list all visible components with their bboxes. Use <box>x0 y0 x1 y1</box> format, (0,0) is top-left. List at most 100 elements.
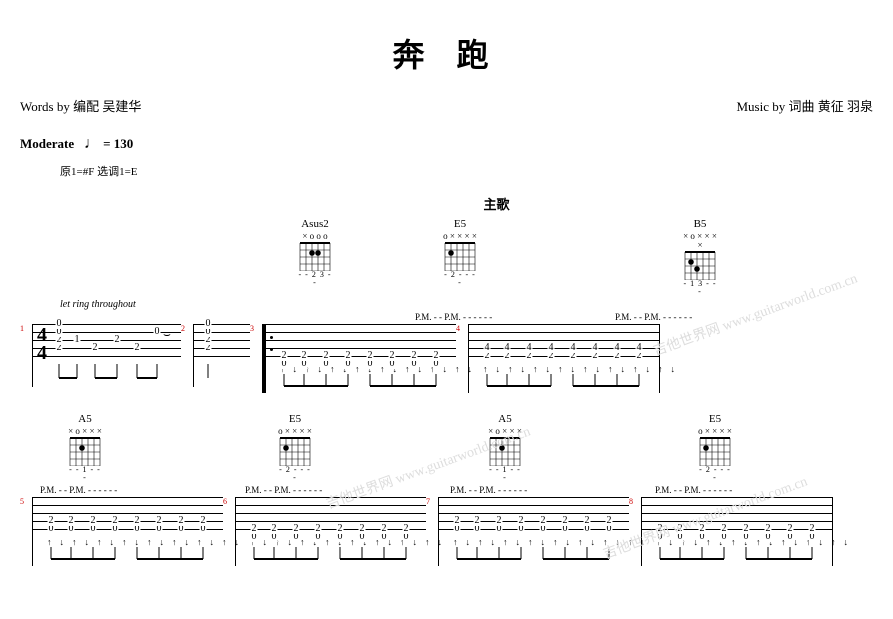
fret-number: 2 <box>315 524 322 534</box>
chord-b5: B5 × o × × × × - 1 3 - - - <box>665 218 735 297</box>
fret-number: 2 <box>90 516 97 526</box>
chord-e5: E5 o × × × × - 2 - - - - <box>260 413 330 483</box>
fret-number: 2 <box>200 516 207 526</box>
chord-e5: E5 o × × × × - 2 - - - - <box>680 413 750 483</box>
bar-number: 6 <box>223 497 235 506</box>
fret-number: 2 <box>403 524 410 534</box>
pm-text: P.M. - - P.M. - - - - - - <box>40 485 245 497</box>
fret-number: 2 <box>474 516 481 526</box>
fret-number: 2 <box>281 351 288 361</box>
rhythm-beams <box>33 547 223 561</box>
fret-number: 2 <box>301 351 308 361</box>
fret-number: 2 <box>112 516 119 526</box>
chord-a5: A5 × o × × × - - 1 - - - <box>50 413 120 483</box>
tuning-note: 原1=#F 选调1=E <box>60 163 873 179</box>
fret-number: 2 <box>699 524 706 534</box>
tab-bar-6: 0202020202020202 ↑↓↑↓↑↓↑↓↑↓↑↓↑↓↑↓ <box>235 497 426 566</box>
fret-number: 2 <box>787 524 794 534</box>
fret-number: 2 <box>251 524 258 534</box>
fret-number: 1 <box>74 335 81 345</box>
pm-text: P.M. - - P.M. - - - - - - <box>245 485 450 497</box>
bar-number: 8 <box>629 497 641 506</box>
tab-bar-5: 0202020202020202 ↑↓↑↓↑↓↑↓↑↓↑↓↑↓↑↓ <box>32 497 223 566</box>
tab-bar-1: 44 220012220 ⌣ <box>32 324 181 387</box>
rhythm-beams <box>469 374 659 388</box>
fret-number: 2 <box>540 516 547 526</box>
fret-number: 0 <box>56 319 63 329</box>
tab-bar-3: 0202020202020202 ↑↓↑↓↑↓↑↓↑↓↑↓↑↓↑↓ <box>262 324 456 393</box>
song-title: 奔 跑 <box>20 30 873 76</box>
fret-number: 2 <box>765 524 772 534</box>
tempo-label: Moderate <box>20 136 74 151</box>
fret-number: 2 <box>271 524 278 534</box>
fret-number: 4 <box>570 343 577 353</box>
fret-number: 4 <box>526 343 533 353</box>
fret-number: 2 <box>411 351 418 361</box>
fret-number: 2 <box>156 516 163 526</box>
fret-number: 2 <box>381 524 388 534</box>
pm-text: P.M. - - P.M. - - - - - - <box>615 312 815 324</box>
tab-bar-8: 0202020202020202 ↑↓↑↓↑↓↑↓↑↓↑↓↑↓↑↓ <box>641 497 833 566</box>
fret-number: 2 <box>496 516 503 526</box>
pm-text: P.M. - - P.M. - - - - - - <box>415 312 615 324</box>
fret-number: 2 <box>92 343 99 353</box>
pm-text: P.M. - - P.M. - - - - - - <box>450 485 655 497</box>
chord-a5: A5 × o × × × - - 1 - - - <box>470 413 540 483</box>
fret-number: 4 <box>592 343 599 353</box>
tab-bar-4: 2424242424242424 ↑↓↑↓↑↓↑↓↑↓↑↓↑↓↑↓ <box>468 324 660 393</box>
fret-number: 2 <box>809 524 816 534</box>
bar-number: 3 <box>250 324 262 333</box>
fret-number: 2 <box>323 351 330 361</box>
tab-bar-2: 2200 <box>193 324 250 387</box>
fret-number: 2 <box>359 524 366 534</box>
fret-number: 2 <box>134 516 141 526</box>
rhythm-beams <box>33 364 181 382</box>
bar-number: 2 <box>181 324 193 333</box>
fret-number: 0 <box>205 319 212 329</box>
tie-icon: ⌣ <box>163 327 171 342</box>
chord-e5: E5 o × × × × - 2 - - - - <box>425 218 495 297</box>
rhythm-beams <box>439 547 629 561</box>
stroke-marks: ↑↓↑↓↑↓↑↓↑↓↑↓↑↓↑↓ <box>483 364 659 374</box>
rhythm-beams <box>194 364 250 382</box>
section-label: 主歌 <box>120 194 873 213</box>
fret-number: 2 <box>114 335 121 345</box>
bar-number: 1 <box>20 324 32 333</box>
fret-number: 2 <box>677 524 684 534</box>
fret-number: 2 <box>134 343 141 353</box>
fret-number: 4 <box>614 343 621 353</box>
fret-number: 2 <box>454 516 461 526</box>
fret-number: 2 <box>721 524 728 534</box>
fret-number: 4 <box>504 343 511 353</box>
fret-number: 4 <box>636 343 643 353</box>
stroke-marks: ↑↓↑↓↑↓↑↓↑↓↑↓↑↓↑↓ <box>453 537 629 547</box>
words-by: Words by 编配 吴建华 <box>20 96 141 115</box>
fret-number: 2 <box>518 516 525 526</box>
note-icon: ♩ <box>84 135 100 152</box>
time-signature: 44 <box>37 326 47 362</box>
stroke-marks: ↑↓↑↓↑↓↑↓↑↓↑↓↑↓↑↓ <box>47 537 223 547</box>
fret-number: 0 <box>154 327 161 337</box>
fret-number: 2 <box>345 351 352 361</box>
rhythm-beams <box>266 374 456 388</box>
fret-number: 2 <box>337 524 344 534</box>
fret-number: 2 <box>293 524 300 534</box>
fret-number: 2 <box>606 516 613 526</box>
bar-number: 4 <box>456 324 468 333</box>
fret-number: 2 <box>433 351 440 361</box>
bar-number: 7 <box>426 497 438 506</box>
rhythm-beams <box>642 547 832 561</box>
fret-number: 2 <box>367 351 374 361</box>
let-ring-annotation: let ring throughout <box>60 299 873 310</box>
tab-system-1: 1 44 220012220 ⌣ 2 2200 3 02020202020202… <box>20 324 873 393</box>
bar-number: 5 <box>20 497 32 506</box>
pm-text: P.M. - - P.M. - - - - - - <box>655 485 860 497</box>
tab-bar-7: 0202020202020202 ↑↓↑↓↑↓↑↓↑↓↑↓↑↓↑↓ <box>438 497 629 566</box>
fret-number: 2 <box>389 351 396 361</box>
fret-number: 2 <box>657 524 664 534</box>
fret-number: 4 <box>484 343 491 353</box>
fret-number: 2 <box>562 516 569 526</box>
chord-asus2: Asus2 × o o o - - 2 3 - - <box>280 218 350 297</box>
fret-number: 2 <box>743 524 750 534</box>
tempo-bpm: = 130 <box>103 136 133 151</box>
